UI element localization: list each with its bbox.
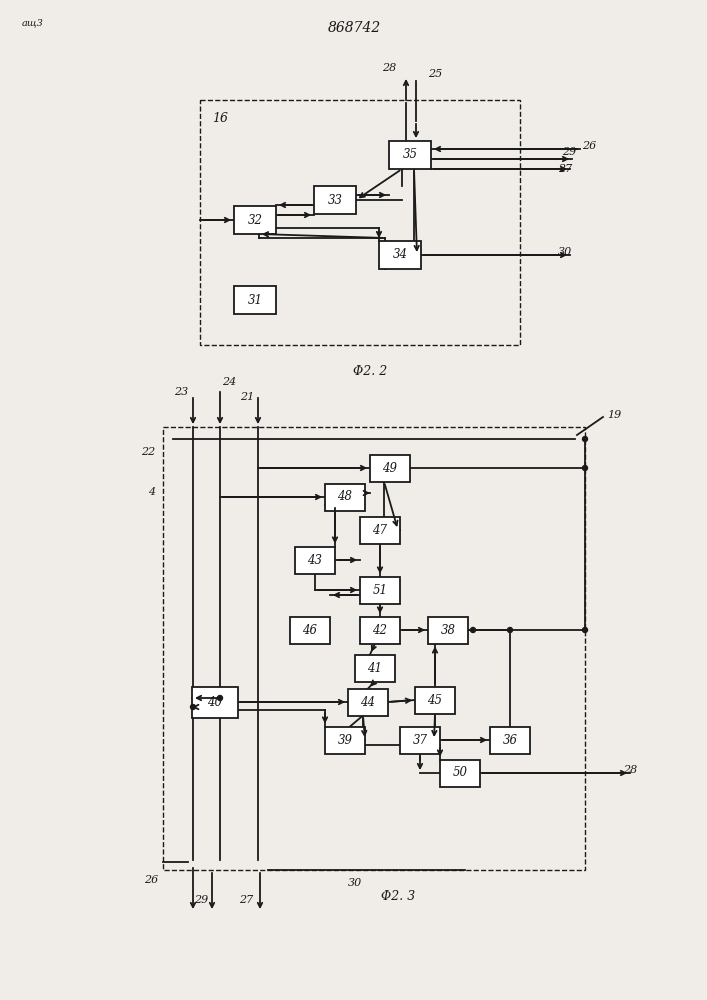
Text: 26: 26 <box>582 141 596 151</box>
Bar <box>490 726 530 754</box>
Bar <box>234 206 276 234</box>
Bar <box>325 726 365 754</box>
Bar <box>290 616 330 644</box>
Text: 43: 43 <box>308 554 322 566</box>
Text: 4: 4 <box>148 487 155 497</box>
Text: 29: 29 <box>562 147 576 157</box>
Text: 16: 16 <box>212 112 228 125</box>
Circle shape <box>508 628 513 633</box>
Bar <box>428 616 468 644</box>
Circle shape <box>583 436 588 442</box>
Text: Φ2. 2: Φ2. 2 <box>353 365 387 378</box>
Text: 19: 19 <box>607 410 621 420</box>
Bar <box>348 688 388 716</box>
Circle shape <box>190 704 196 710</box>
Text: 51: 51 <box>373 584 387 596</box>
Text: 45: 45 <box>428 694 443 706</box>
Text: Φ2. 3: Φ2. 3 <box>381 890 415 903</box>
Bar <box>400 726 440 754</box>
Bar <box>192 686 238 718</box>
Circle shape <box>583 466 588 471</box>
Bar <box>360 616 400 644</box>
Bar <box>370 454 410 482</box>
Text: 49: 49 <box>382 462 397 475</box>
Text: 48: 48 <box>337 490 353 504</box>
Bar <box>325 484 365 510</box>
Bar <box>234 286 276 314</box>
Text: 40: 40 <box>207 696 223 708</box>
Text: 47: 47 <box>373 524 387 536</box>
Bar <box>295 546 335 574</box>
Bar <box>360 516 400 544</box>
Text: ащ3: ащ3 <box>22 18 44 27</box>
Text: 27: 27 <box>558 164 572 174</box>
Text: 29: 29 <box>194 895 208 905</box>
Text: 28: 28 <box>382 63 396 73</box>
Text: 41: 41 <box>368 662 382 674</box>
Circle shape <box>470 628 476 633</box>
Text: 30: 30 <box>348 878 362 888</box>
Bar <box>389 141 431 169</box>
Text: 36: 36 <box>503 734 518 746</box>
Text: 31: 31 <box>247 294 262 306</box>
Text: 35: 35 <box>402 148 418 161</box>
Text: 44: 44 <box>361 696 375 708</box>
Circle shape <box>218 696 223 700</box>
Text: 37: 37 <box>412 734 428 746</box>
Bar <box>163 427 585 870</box>
Text: 27: 27 <box>239 895 253 905</box>
Circle shape <box>583 628 588 633</box>
Text: 26: 26 <box>144 875 158 885</box>
Text: 33: 33 <box>327 194 342 207</box>
Bar <box>355 654 395 682</box>
Text: 39: 39 <box>337 734 353 746</box>
Bar <box>360 576 400 603</box>
Bar <box>200 100 520 345</box>
Text: 42: 42 <box>373 624 387 637</box>
Text: 868742: 868742 <box>327 21 380 35</box>
Text: 34: 34 <box>392 248 407 261</box>
Text: 50: 50 <box>452 766 467 780</box>
Bar <box>440 760 480 786</box>
Text: 28: 28 <box>623 765 637 775</box>
Text: 25: 25 <box>428 69 443 79</box>
Text: 22: 22 <box>141 447 155 457</box>
Text: 23: 23 <box>174 387 188 397</box>
Text: 24: 24 <box>222 377 236 387</box>
Text: 32: 32 <box>247 214 262 227</box>
Text: 21: 21 <box>240 392 254 402</box>
Text: 46: 46 <box>303 624 317 637</box>
Text: 38: 38 <box>440 624 455 637</box>
Bar <box>415 686 455 714</box>
Bar <box>379 241 421 269</box>
Bar <box>314 186 356 214</box>
Text: 30: 30 <box>558 247 572 257</box>
